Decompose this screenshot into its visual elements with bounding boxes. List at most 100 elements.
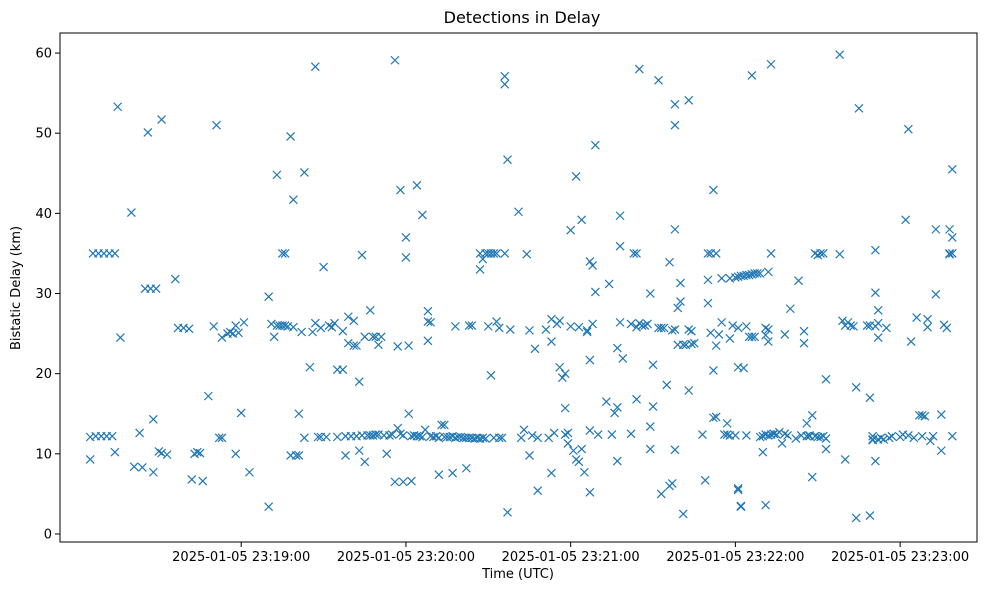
data-point — [881, 323, 891, 333]
data-point — [431, 431, 441, 441]
data-point — [585, 426, 595, 436]
data-point — [324, 321, 334, 330]
x-tick-label: 2025-01-05 23:20:00 — [337, 550, 475, 565]
data-point — [417, 210, 427, 220]
data-point — [747, 71, 757, 80]
data-point — [684, 325, 694, 335]
data-point — [299, 433, 309, 443]
data-point — [390, 55, 400, 65]
data-point — [730, 273, 740, 282]
y-tick-label: 20 — [35, 367, 52, 382]
data-point — [637, 321, 647, 330]
data-point — [217, 333, 227, 343]
data-point — [503, 507, 512, 517]
data-point — [816, 249, 825, 258]
data-point — [670, 120, 680, 130]
data-point — [709, 366, 718, 375]
data-point — [288, 322, 298, 332]
data-point — [154, 446, 164, 456]
data-point — [717, 317, 727, 327]
data-point — [645, 422, 655, 431]
data-point — [579, 467, 589, 477]
data-point — [626, 319, 636, 329]
data-point — [231, 449, 241, 459]
data-point — [376, 332, 386, 342]
data-point — [654, 75, 663, 85]
data-point — [632, 322, 641, 332]
data-point — [736, 502, 746, 512]
data-point — [236, 408, 246, 418]
data-point — [870, 456, 880, 466]
data-point — [437, 420, 447, 430]
data-point — [566, 321, 576, 331]
data-point — [799, 326, 809, 336]
data-point — [135, 428, 145, 438]
data-point — [917, 431, 927, 441]
data-point — [665, 257, 674, 267]
data-point — [838, 316, 847, 326]
data-point — [225, 327, 235, 337]
data-point — [343, 312, 353, 322]
data-point — [763, 337, 773, 347]
data-point — [703, 249, 713, 258]
data-point — [525, 325, 534, 335]
data-point — [821, 434, 831, 444]
data-point — [722, 418, 732, 428]
data-point — [264, 502, 274, 512]
x-tick-label: 2025-01-05 23:21:00 — [502, 550, 640, 565]
data-point — [588, 319, 598, 329]
data-point — [563, 438, 573, 448]
data-point — [612, 402, 622, 412]
x-axis-ticks: 2025-01-05 23:19:00 2025-01-05 23:20:00 20… — [172, 542, 969, 565]
y-tick-label: 60 — [35, 47, 52, 62]
data-point — [873, 305, 883, 315]
data-point — [763, 267, 773, 277]
data-point — [865, 511, 875, 520]
data-point — [942, 323, 952, 333]
y-axis-ticks: 0 10 20 30 40 50 60 — [35, 47, 60, 542]
data-point — [711, 249, 721, 258]
data-point — [870, 288, 880, 298]
data-point — [807, 410, 817, 420]
data-point — [157, 448, 167, 458]
data-point — [763, 325, 773, 335]
data-point — [198, 476, 208, 486]
data-point — [687, 326, 696, 336]
data-point — [709, 185, 718, 195]
data-point — [678, 509, 688, 519]
data-point — [313, 432, 323, 442]
data-point — [382, 449, 392, 459]
data-point — [231, 321, 241, 330]
data-point — [813, 250, 823, 260]
data-point — [925, 436, 935, 446]
data-point — [299, 168, 309, 177]
data-point — [739, 363, 749, 373]
data-point — [865, 393, 875, 403]
data-point — [931, 224, 941, 234]
data-point — [802, 418, 812, 428]
data-point — [234, 328, 243, 338]
data-point — [656, 489, 666, 499]
data-point — [396, 185, 405, 195]
data-point — [717, 273, 727, 283]
data-point — [393, 341, 403, 351]
data-point — [245, 467, 254, 477]
data-point — [906, 337, 916, 347]
data-point — [492, 317, 501, 326]
data-point — [519, 425, 529, 435]
data-point — [780, 329, 790, 339]
data-point — [143, 127, 153, 137]
data-point — [481, 434, 490, 444]
data-point — [612, 343, 622, 353]
data-point — [450, 321, 460, 331]
data-point — [398, 477, 408, 487]
data-point — [818, 249, 828, 258]
data-point — [398, 430, 408, 440]
data-point — [110, 447, 120, 457]
data-point — [214, 433, 224, 443]
data-point — [849, 321, 858, 331]
data-point — [341, 451, 350, 460]
data-point — [590, 140, 600, 150]
data-point — [396, 429, 405, 439]
data-point — [332, 432, 342, 442]
